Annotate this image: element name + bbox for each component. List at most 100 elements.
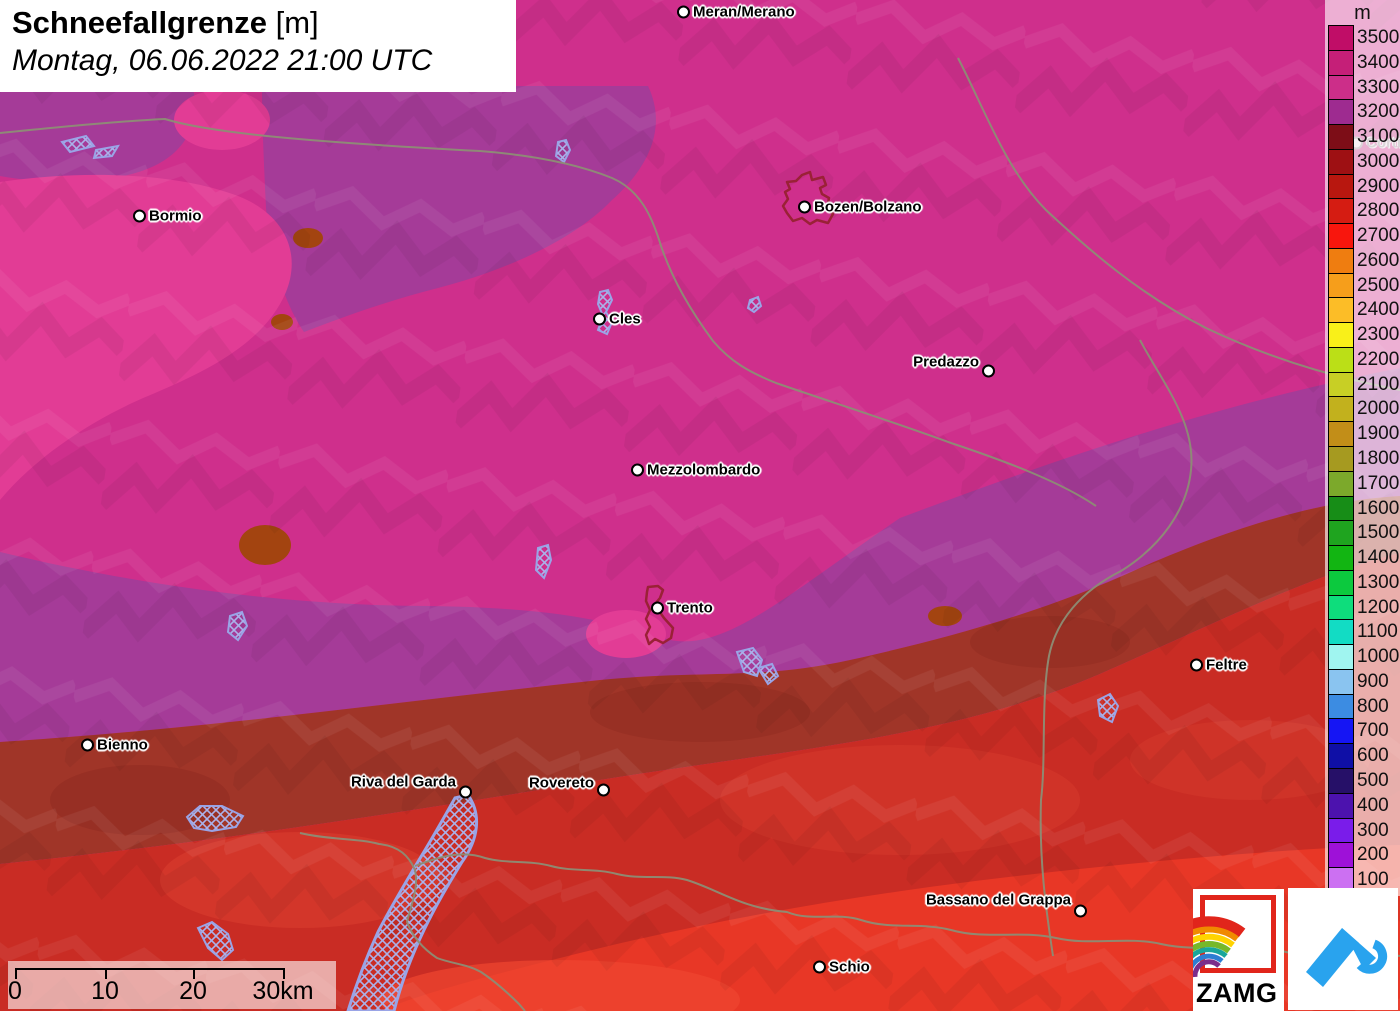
legend-row: 3300 xyxy=(1325,74,1400,101)
legend-value: 2400 xyxy=(1357,299,1400,321)
legend-row: 200 xyxy=(1325,842,1400,869)
legend-swatch xyxy=(1328,148,1354,175)
city-dot xyxy=(597,783,610,797)
legend-value: 1600 xyxy=(1357,497,1400,519)
legend-swatch xyxy=(1328,718,1354,745)
legend-swatch xyxy=(1328,594,1354,621)
legend-swatch xyxy=(1328,545,1354,571)
legend-swatch xyxy=(1328,346,1354,373)
legend-value: 300 xyxy=(1357,819,1389,841)
legend-value: 400 xyxy=(1357,794,1389,816)
legend-value: 3300 xyxy=(1357,76,1400,98)
legend-swatch xyxy=(1328,421,1354,448)
legend-swatch xyxy=(1328,297,1354,324)
scale-tick xyxy=(193,968,195,979)
legend-value: 3500 xyxy=(1357,27,1400,48)
legend-swatch xyxy=(1328,569,1354,596)
legend-row: 2500 xyxy=(1325,272,1400,299)
legend-value: 1900 xyxy=(1357,423,1400,445)
legend-swatch xyxy=(1328,124,1354,150)
lake-cancano xyxy=(60,134,96,154)
legend-swatch xyxy=(1328,272,1354,299)
city-marker-bozen-bolzano: Bozen/Bolzano xyxy=(798,199,922,216)
legend-swatch xyxy=(1328,446,1354,472)
scale-tick xyxy=(15,968,17,979)
lake-ledro xyxy=(185,805,245,833)
legend-row: 2800 xyxy=(1325,198,1400,225)
legend-swatch xyxy=(1328,322,1354,348)
legend-row: 3500 xyxy=(1325,25,1400,51)
elevation-legend: m 3500 3400 3300 3200 3100 3000 2900 2800 2700 26… xyxy=(1325,0,1400,896)
city-label: Schio xyxy=(829,958,870,976)
legend-value: 2100 xyxy=(1357,373,1400,395)
trento-boundary xyxy=(644,584,675,646)
city-marker-riva-del-garda: Riva del Garda xyxy=(351,774,472,801)
legend-swatch xyxy=(1328,842,1354,869)
legend-value: 800 xyxy=(1357,695,1389,717)
legend-value: 100 xyxy=(1357,869,1389,891)
legend-swatch xyxy=(1328,223,1354,249)
legend-row: 500 xyxy=(1325,767,1400,794)
legend-value: 1500 xyxy=(1357,522,1400,544)
legend-value: 2500 xyxy=(1357,274,1400,296)
legend-value: 3100 xyxy=(1357,126,1400,148)
city-dot xyxy=(982,364,995,378)
valid-datetime: Montag, 06.06.2022 21:00 UTC xyxy=(12,44,433,77)
legend-row: 2600 xyxy=(1325,247,1400,274)
lake-santa-croce xyxy=(1096,692,1120,724)
city-marker-rovereto: Rovereto xyxy=(529,775,610,799)
zamg-logo-frame xyxy=(1200,895,1276,973)
city-label: Rovereto xyxy=(528,774,594,792)
legend-row: 700 xyxy=(1325,718,1400,745)
legend-row: 1400 xyxy=(1325,545,1400,571)
city-marker-bienno: Bienno xyxy=(81,737,148,754)
legend-swatch xyxy=(1328,792,1354,819)
city-dot xyxy=(1190,658,1203,672)
lake-small-north xyxy=(554,138,572,164)
legend-swatch xyxy=(1328,173,1354,200)
legend-value: 2700 xyxy=(1357,225,1400,247)
legend-row: 1200 xyxy=(1325,594,1400,621)
scale-bar: 0 10 20 30km xyxy=(8,961,336,1009)
legend-row: 600 xyxy=(1325,743,1400,769)
scale-bar-line xyxy=(15,968,284,970)
city-marker-predazzo: Predazzo xyxy=(913,354,995,380)
lake-idro xyxy=(196,920,235,962)
legend-swatch xyxy=(1328,198,1354,225)
legend-value: 1100 xyxy=(1357,621,1398,643)
city-label: Meran/Merano xyxy=(693,3,795,21)
bozen-boundary xyxy=(781,170,835,226)
lake-small-east xyxy=(746,295,763,314)
legend-value: 500 xyxy=(1357,769,1389,791)
legend-row: 1300 xyxy=(1325,569,1400,596)
legend-value: 2300 xyxy=(1357,324,1400,346)
product-unit: [m] xyxy=(275,5,319,40)
legend-value: 2800 xyxy=(1357,200,1400,222)
city-dot xyxy=(677,5,690,19)
city-marker-mezzolombardo: Mezzolombardo xyxy=(631,462,760,479)
scale-tick xyxy=(105,968,107,979)
legend-swatch xyxy=(1328,817,1354,844)
legend-row: 2900 xyxy=(1325,173,1400,200)
city-dot xyxy=(459,785,472,799)
scale-tick-label: 30km xyxy=(252,977,314,1005)
legend-value: 600 xyxy=(1357,745,1389,767)
city-label: Bienno xyxy=(97,736,148,754)
city-marker-bassano-del-grappa: Bassano del Grappa xyxy=(926,892,1087,920)
legend-row: 300 xyxy=(1325,817,1400,844)
scale-tick-label: 0 xyxy=(8,977,22,1005)
legend-row: 900 xyxy=(1325,668,1400,695)
legend-rows: 3500 3400 3300 3200 3100 3000 2900 2800 2700 2600… xyxy=(1325,25,1400,893)
city-dot xyxy=(651,601,664,615)
legend-row: 1900 xyxy=(1325,421,1400,448)
legend-value: 1700 xyxy=(1357,472,1400,494)
legend-value: 3400 xyxy=(1357,51,1400,73)
legend-value: 1800 xyxy=(1357,448,1400,470)
city-marker-bormio: Bormio xyxy=(133,208,202,225)
legend-value: 1400 xyxy=(1357,547,1400,569)
product-name: Schneefallgrenze xyxy=(12,5,267,40)
legend-swatch xyxy=(1328,644,1354,670)
legend-value: 2200 xyxy=(1357,348,1400,370)
legend-row: 2300 xyxy=(1325,322,1400,348)
